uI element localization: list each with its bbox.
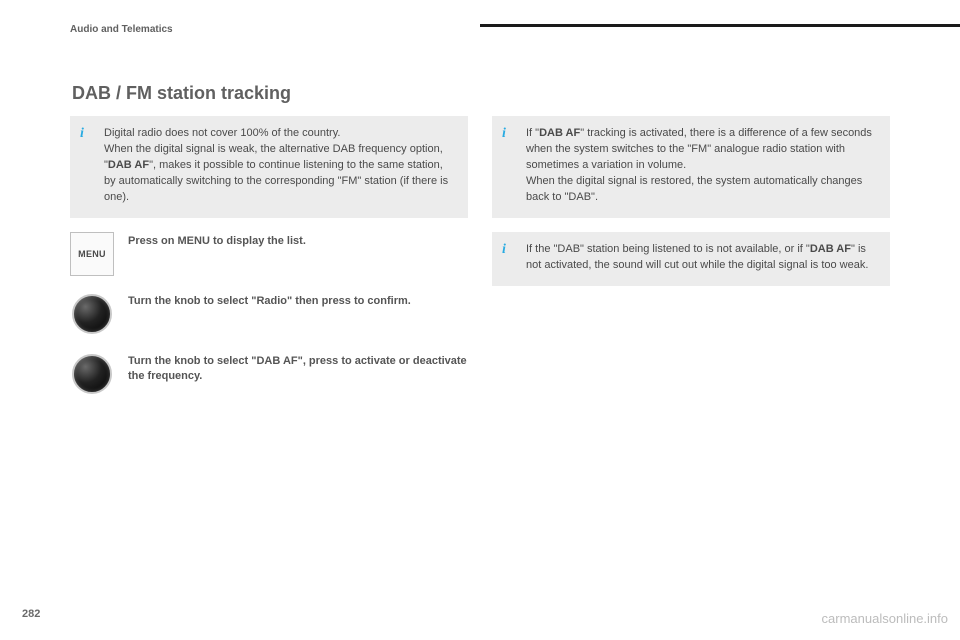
page-number: 282: [22, 608, 40, 620]
dab-af-term: DAB AF: [539, 127, 580, 139]
step-text: Turn the knob to select "Radio" then pre…: [128, 292, 411, 309]
menu-button-icon: MENU: [70, 232, 114, 276]
dab-af-term: DAB AF: [108, 159, 149, 171]
right-column: i If "DAB AF" tracking is activated, the…: [492, 116, 890, 412]
step-menu: MENU Press on MENU to display the list.: [70, 232, 468, 276]
step-select-dab-af: Turn the knob to select "DAB AF", press …: [70, 352, 468, 396]
info-box-unavailable: i If the "DAB" station being listened to…: [492, 232, 890, 286]
info-icon: i: [80, 124, 84, 144]
left-column: i Digital radio does not cover 100% of t…: [70, 116, 468, 412]
content-columns: i Digital radio does not cover 100% of t…: [70, 116, 890, 412]
info-line: Digital radio does not cover 100% of the…: [104, 127, 340, 139]
info-icon: i: [502, 240, 506, 260]
page-title: DAB / FM station tracking: [72, 83, 890, 104]
info-text: If the "DAB" station being listened to i…: [526, 242, 878, 274]
step-text: Press on MENU to display the list.: [128, 232, 306, 249]
info-line: ", makes it possible to continue listeni…: [104, 159, 448, 203]
info-text: If "DAB AF" tracking is activated, there…: [526, 126, 878, 206]
knob: [72, 294, 112, 334]
info-icon: i: [502, 124, 506, 144]
page: Audio and Telematics DAB / FM station tr…: [0, 0, 960, 640]
step-select-radio: Turn the knob to select "Radio" then pre…: [70, 292, 468, 336]
info-box-coverage: i Digital radio does not cover 100% of t…: [70, 116, 468, 218]
info-line: When the digital signal is restored, the…: [526, 175, 862, 203]
info-line: If ": [526, 127, 539, 139]
menu-button: MENU: [70, 232, 114, 276]
step-text: Turn the knob to select "DAB AF", press …: [128, 352, 468, 385]
dab-af-term: DAB AF: [810, 243, 851, 255]
knob: [72, 354, 112, 394]
knob-icon: [70, 352, 114, 396]
info-line: If the "DAB" station being listened to i…: [526, 243, 810, 255]
info-box-tracking-delay: i If "DAB AF" tracking is activated, the…: [492, 116, 890, 218]
knob-icon: [70, 292, 114, 336]
header-section-label: Audio and Telematics: [70, 24, 890, 35]
watermark: carmanualsonline.info: [822, 611, 948, 626]
info-text: Digital radio does not cover 100% of the…: [104, 126, 456, 206]
